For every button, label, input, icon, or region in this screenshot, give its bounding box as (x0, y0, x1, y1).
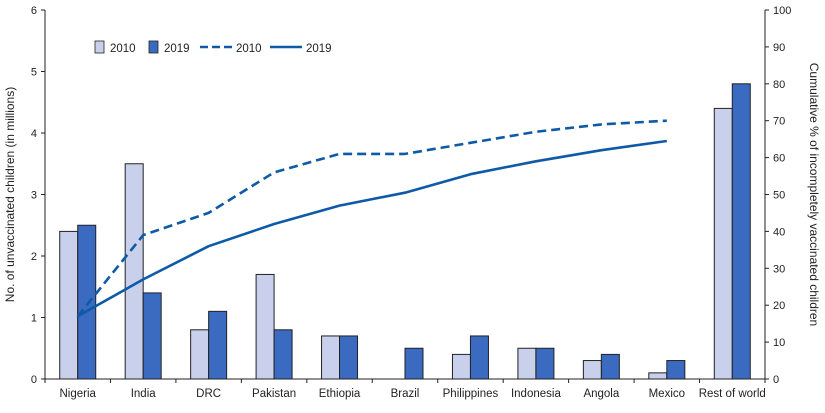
y-right-tick-label: 20 (773, 300, 785, 312)
category-labels: Nigeria India DRC Pakistan Ethiopia Brazil Phi… (60, 388, 766, 400)
y-left-tick-label: 6 (31, 5, 37, 17)
legend-label-bar-2019: 2019 (164, 43, 190, 55)
bar-2010-pakistan (255, 273, 275, 380)
bar-2010-ethiopia (321, 335, 341, 380)
category-label-nigeria: Nigeria (60, 388, 97, 400)
bar-2019-philippines (469, 335, 489, 380)
y-axis-left-title: No. of unvaccinated children (in million… (3, 87, 17, 302)
y-left-tick-label: 5 (31, 67, 37, 79)
y-left-tick-label: 1 (31, 313, 37, 325)
legend-swatch-bar-2010 (94, 40, 105, 54)
bar-2010-philippines (451, 353, 471, 380)
bar-2010-rest-of-world (713, 107, 733, 380)
y-right-tick-label: 10 (773, 337, 785, 349)
y-right-tick-label: 0 (773, 374, 779, 386)
y-axis-right-title: Cumulative % of incompletely vaccinated … (807, 63, 821, 326)
bar-2019-pakistan (273, 329, 293, 380)
y-left-tick-label: 0 (31, 374, 37, 386)
bar-2010-mexico (648, 372, 668, 380)
legend-label-line-2010: 2010 (236, 43, 262, 55)
bar-2010-drc (190, 329, 210, 380)
category-label-drc: DRC (196, 388, 221, 400)
category-label-brazil: Brazil (391, 388, 420, 400)
bar-2019-brazil (404, 347, 424, 380)
bar-2019-nigeria (77, 224, 97, 380)
category-label-mexico: Mexico (649, 388, 685, 400)
legend-label-bar-2010: 2010 (110, 43, 136, 55)
bar-2019-angola (600, 353, 620, 380)
line-solid-2019 (77, 139, 667, 318)
category-label-angola: Angola (583, 388, 619, 400)
lines-layer (76, 119, 667, 318)
y-right-tick-label: 80 (773, 79, 785, 91)
bar-2010-india (124, 163, 144, 380)
bar-2019-indonesia (535, 347, 555, 380)
y-right-tick-label: 30 (773, 263, 785, 275)
legend-label-line-2019: 2019 (306, 43, 332, 55)
y-left-tick-label: 2 (31, 251, 37, 263)
bar-2019-drc (208, 310, 228, 380)
category-label-rest-of-world: Rest of world (699, 388, 766, 400)
category-label-india: India (131, 388, 157, 400)
y-left-tick-label: 4 (31, 128, 37, 140)
category-label-ethiopia: Ethiopia (319, 388, 361, 400)
bars-layer (59, 83, 751, 380)
y-right-tick-label: 50 (773, 190, 785, 202)
y-right-tick-label: 40 (773, 226, 785, 238)
bar-2019-rest-of-world (731, 83, 751, 380)
y-right-tick-label: 100 (773, 5, 791, 17)
bar-2019-ethiopia (339, 335, 359, 380)
bar-2010-nigeria (59, 230, 79, 380)
y-right-tick-label: 70 (773, 116, 785, 128)
bar-2010-indonesia (517, 347, 537, 380)
bar-2019-mexico (666, 360, 686, 380)
bar-2010-angola (582, 360, 602, 380)
y-right-tick-label: 90 (773, 42, 785, 54)
category-label-philippines: Philippines (443, 388, 499, 400)
category-label-pakistan: Pakistan (252, 388, 296, 400)
legend: 2010 2019 2010 2019 (94, 40, 332, 55)
line-dashed-2010 (76, 119, 667, 318)
category-label-indonesia: Indonesia (511, 388, 561, 400)
y-right-tick-label: 60 (773, 153, 785, 165)
y-left-tick-label: 3 (31, 190, 37, 202)
bar-2019-india (142, 292, 162, 380)
legend-swatch-bar-2019 (148, 40, 159, 54)
